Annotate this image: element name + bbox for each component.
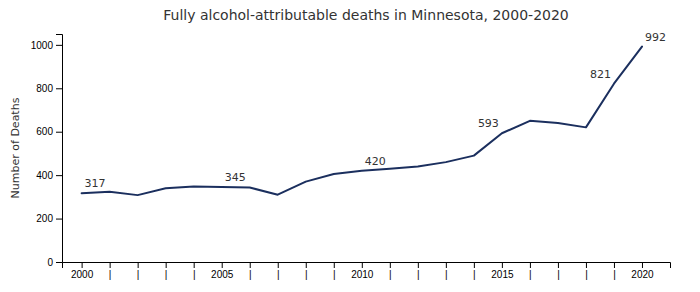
annotation: 992	[645, 31, 666, 44]
x-tick-label: 2005	[211, 269, 234, 280]
y-tick: 200	[36, 213, 62, 224]
y-tick: 1000	[31, 40, 62, 51]
y-tick-label: 200	[36, 213, 53, 224]
x-axis-line	[63, 263, 671, 269]
y-axis-title: Number of Deaths	[9, 97, 22, 198]
y-tick-mark	[56, 88, 62, 89]
x-tick-mark	[278, 262, 279, 268]
x-tick-mark	[530, 262, 531, 268]
x-axis: 2000 | | | | 2005 | | | | 2010 | | | | 2015 | | | | 2020	[63, 262, 671, 280]
marks	[82, 47, 642, 196]
x-tick-label: 2000	[71, 269, 94, 280]
y-tick-label: 600	[36, 126, 53, 137]
x-tick-mark	[250, 262, 251, 268]
x-tick-mark	[362, 262, 363, 268]
x-tick-mark	[614, 262, 615, 268]
x-tick-label: |	[305, 269, 308, 280]
x-tick-mark	[558, 262, 559, 268]
x-tick-label: |	[585, 269, 588, 280]
x-tick-mark	[194, 262, 195, 268]
x-tick-mark	[138, 262, 139, 268]
x-tick: |	[305, 262, 308, 280]
x-tick-label: |	[137, 269, 140, 280]
y-axis: 0 200 400 600 800 1000	[31, 35, 63, 268]
y-tick: 800	[36, 83, 62, 94]
plot-area: 2000 | | | | 2005 | | | | 2010 | | | | 2015 | | | | 2020 0 200…	[31, 31, 671, 281]
x-tick: |	[109, 262, 112, 280]
x-tick: 2015	[491, 262, 514, 280]
x-tick-label: 2010	[351, 269, 374, 280]
x-tick: |	[249, 262, 252, 280]
y-tick-mark	[56, 262, 62, 263]
x-tick-mark	[502, 262, 503, 268]
chart: 2000 | | | | 2005 | | | | 2010 | | | | 2015 | | | | 2020 0 200…	[0, 0, 700, 292]
x-tick-mark	[586, 262, 587, 268]
x-tick-label: |	[333, 269, 336, 280]
x-tick: 2010	[351, 262, 374, 280]
x-tick: |	[165, 262, 168, 280]
y-tick-mark	[56, 175, 62, 176]
x-tick-label: 2015	[491, 269, 514, 280]
y-tick-mark	[56, 132, 62, 133]
x-tick-label: |	[417, 269, 420, 280]
x-tick-label: |	[613, 269, 616, 280]
annotation: 345	[225, 171, 246, 184]
x-tick-label: 2020	[631, 269, 654, 280]
x-tick: |	[613, 262, 616, 280]
annotation: 821	[590, 68, 611, 81]
annotation: 420	[365, 155, 386, 168]
x-tick: |	[193, 262, 196, 280]
line	[82, 47, 642, 196]
x-tick-label: |	[193, 269, 196, 280]
x-tick: 2000	[71, 262, 94, 280]
x-tick-label: |	[529, 269, 532, 280]
x-tick-label: |	[249, 269, 252, 280]
x-tick: |	[557, 262, 560, 280]
x-tick-label: |	[473, 269, 476, 280]
x-tick: 2005	[211, 262, 234, 280]
x-tick: |	[473, 262, 476, 280]
y-tick-label: 0	[47, 257, 53, 268]
x-tick-label: |	[389, 269, 392, 280]
y-tick: 600	[36, 126, 62, 137]
x-tick-mark	[222, 262, 223, 268]
y-tick-mark	[56, 219, 62, 220]
y-tick-label: 800	[36, 83, 53, 94]
x-tick-mark	[110, 262, 111, 268]
x-tick-mark	[418, 262, 419, 268]
x-tick-label: |	[277, 269, 280, 280]
x-tick: |	[445, 262, 448, 280]
annotation: 593	[478, 117, 499, 130]
x-tick-label: |	[109, 269, 112, 280]
x-tick-mark	[642, 262, 643, 268]
x-tick: |	[277, 262, 280, 280]
x-tick: |	[333, 262, 336, 280]
x-tick-label: |	[557, 269, 560, 280]
y-tick-mark	[56, 45, 62, 46]
x-tick: |	[529, 262, 532, 280]
title: Fully alcohol-attributable deaths in Min…	[163, 7, 569, 23]
y-axis-line	[56, 35, 63, 263]
x-tick-mark	[166, 262, 167, 268]
x-tick-mark	[474, 262, 475, 268]
x-tick-mark	[82, 262, 83, 268]
x-tick: |	[137, 262, 140, 280]
x-tick-label: |	[165, 269, 168, 280]
x-tick-label: |	[445, 269, 448, 280]
y-tick: 0	[47, 257, 62, 268]
x-tick-mark	[446, 262, 447, 268]
y-tick-label: 1000	[31, 40, 54, 51]
y-tick-label: 400	[36, 170, 53, 181]
x-tick: |	[585, 262, 588, 280]
y-tick: 400	[36, 170, 62, 181]
x-tick: |	[389, 262, 392, 280]
x-tick-mark	[306, 262, 307, 268]
annotation: 317	[85, 177, 106, 190]
annotations: 317 345 420 593 821 992	[85, 31, 666, 191]
x-tick: 2020	[631, 262, 654, 280]
x-tick: |	[417, 262, 420, 280]
x-tick-mark	[334, 262, 335, 268]
x-tick-mark	[390, 262, 391, 268]
